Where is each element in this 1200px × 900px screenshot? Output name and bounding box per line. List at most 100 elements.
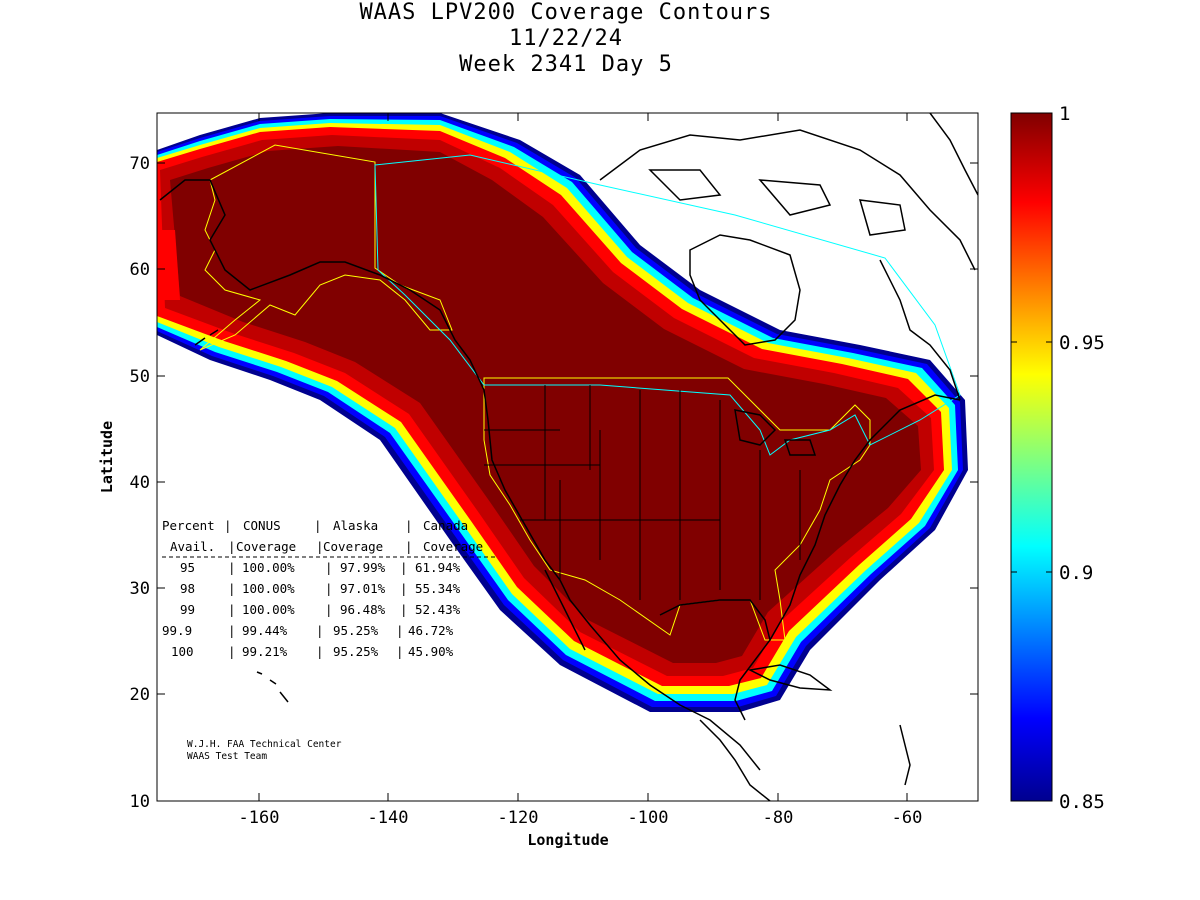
svg-text:|: | [396,644,404,659]
svg-text:|: | [400,560,408,575]
colorbar: 1 0.95 0.9 0.85 [1010,103,1105,813]
y-tick-label: 40 [130,473,150,493]
mexico-central-america [699,719,771,801]
svg-text:|: | [405,539,413,554]
coverage-stats-table: Percent | CONUS | Alaska | Canada Avail.… [162,518,495,659]
map-plot-area [157,113,978,801]
table-header-2: Avail. | Coverage | Coverage | Coverage [170,539,483,554]
x-tick-label: -80 [763,808,794,828]
row-canada: 55.34% [415,581,461,596]
canada-outline [374,154,961,456]
svg-text:|: | [316,644,324,659]
row-percent: 99 [180,602,195,617]
row-percent: 99.9 [162,623,192,638]
svg-text:|: | [228,560,236,575]
svg-text:|: | [224,518,232,533]
row-conus: 100.00% [242,560,295,575]
table-row: 100 | 99.21% | 95.25% | 45.90% [171,644,454,659]
svg-text:|: | [400,581,408,596]
conus-outline [483,377,871,641]
y-axis-label: Latitude [98,421,116,493]
x-tick-label: -120 [498,808,539,828]
y-tick-label: 20 [130,685,150,705]
cuba [747,664,833,691]
row-conus: 100.00% [242,581,295,596]
table-rows: 95 | 100.00% | 97.99% | 61.94% 98 | 100.00% |… [162,560,461,659]
colorbar-tick-label: 1 [1059,103,1070,125]
credit-line-2: WAAS Test Team [187,751,267,762]
colorbar-tick-label: 0.95 [1059,332,1105,354]
hudson-bay [689,234,801,346]
header-coverage: Coverage [236,539,296,554]
header-conus: CONUS [243,518,281,533]
colorbar-tick-label: 0.85 [1059,791,1105,813]
x-tick-label: -160 [239,808,280,828]
table-row: 95 | 100.00% | 97.99% | 61.94% [180,560,461,575]
pacific-coast [159,179,761,771]
y-axis: 10 20 30 40 50 60 70 Latitude [98,154,978,812]
svg-text:|: | [316,539,324,554]
svg-text:|: | [228,623,236,638]
row-conus: 100.00% [242,602,295,617]
svg-text:|: | [396,623,404,638]
header-coverage: Coverage [323,539,383,554]
x-tick-label: -140 [368,808,409,828]
row-conus: 99.44% [242,623,288,638]
credit-line-1: W.J.H. FAA Technical Center [187,739,342,750]
arctic-islands-2 [648,169,906,236]
greenland-edge [929,113,978,196]
y-tick-label: 30 [130,579,150,599]
x-axis: -160 -140 -120 -100 -80 -60 Longitude [239,113,923,849]
title-line-1: WAAS LPV200 Coverage Contours [359,0,773,25]
header-percent: Percent [162,518,215,533]
labrador [879,259,961,401]
header-avail: Avail. [170,539,215,554]
arctic-islands [599,129,976,271]
row-alaska: 96.48% [340,602,386,617]
title-line-2: 11/22/24 [509,26,623,51]
row-conus: 99.21% [242,644,288,659]
svg-text:|: | [325,560,333,575]
svg-text:|: | [405,518,413,533]
table-header-1: Percent | CONUS | Alaska | Canada [162,518,468,533]
plot-frame [156,112,979,802]
svg-text:|: | [400,602,408,617]
credit-block: W.J.H. FAA Technical Center WAAS Test Te… [187,739,342,762]
svg-text:|: | [228,644,236,659]
row-percent: 95 [180,560,195,575]
x-tick-label: -60 [892,808,923,828]
colorbar-gradient [1010,112,1053,802]
table-row: 99 | 100.00% | 96.48% | 52.43% [180,602,461,617]
row-canada: 52.43% [415,602,461,617]
svg-text:|: | [316,623,324,638]
coastlines [159,113,978,801]
x-tick-label: -100 [628,808,669,828]
hawaii [256,671,289,703]
y-tick-label: 50 [130,367,150,387]
row-alaska: 95.25% [333,644,379,659]
row-percent: 100 [171,644,194,659]
row-canada: 61.94% [415,560,461,575]
svg-text:|: | [314,518,322,533]
row-canada: 45.90% [408,644,454,659]
baja [544,569,586,651]
table-row: 98 | 100.00% | 97.01% | 55.34% [180,581,461,596]
svg-text:|: | [228,581,236,596]
title-line-3: Week 2341 Day 5 [459,52,673,77]
boundary-outlines [374,154,961,456]
header-canada: Canada [423,518,468,533]
header-coverage: Coverage [423,539,483,554]
chart-title: WAAS LPV200 Coverage Contours 11/22/24 W… [0,0,1132,78]
antilles [899,724,911,786]
aleutians [194,329,219,346]
y-tick-label: 10 [130,792,150,812]
east-coast [769,394,961,641]
row-percent: 98 [180,581,195,596]
contour-band-outlier-gap [157,230,180,300]
y-tick-label: 60 [130,260,150,280]
svg-text:|: | [325,581,333,596]
great-lakes [734,409,817,456]
row-alaska: 95.25% [333,623,379,638]
y-tick-label: 70 [130,154,150,174]
